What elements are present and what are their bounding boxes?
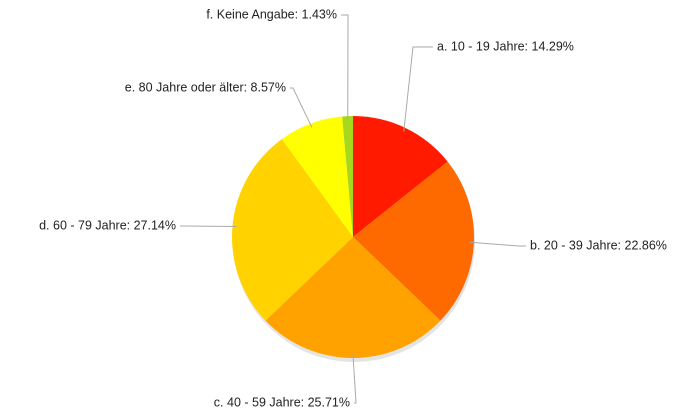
slice-label: a. 10 - 19 Jahre: 14.29% <box>437 39 574 53</box>
pie-slice <box>265 237 441 358</box>
leader-line <box>341 14 349 121</box>
slice-label: e. 80 Jahre oder älter: 8.57% <box>125 80 286 94</box>
pie-slice <box>353 116 448 237</box>
slice-label: d. 60 - 79 Jahre: 27.14% <box>39 218 176 232</box>
leader-line <box>352 353 357 404</box>
pie-slice <box>353 161 474 321</box>
leader-line <box>290 87 313 128</box>
pie-slice <box>281 116 353 237</box>
leader-line <box>403 46 433 132</box>
slice-label: f. Keine Angabe: 1.43% <box>206 7 337 21</box>
pie-slice <box>232 139 353 321</box>
pie-slice <box>342 116 353 237</box>
leader-line <box>180 225 237 228</box>
slice-label: c. 40 - 59 Jahre: 25.71% <box>214 395 350 409</box>
leader-line <box>469 241 526 247</box>
slice-label: b. 20 - 39 Jahre: 22.86% <box>530 238 667 252</box>
